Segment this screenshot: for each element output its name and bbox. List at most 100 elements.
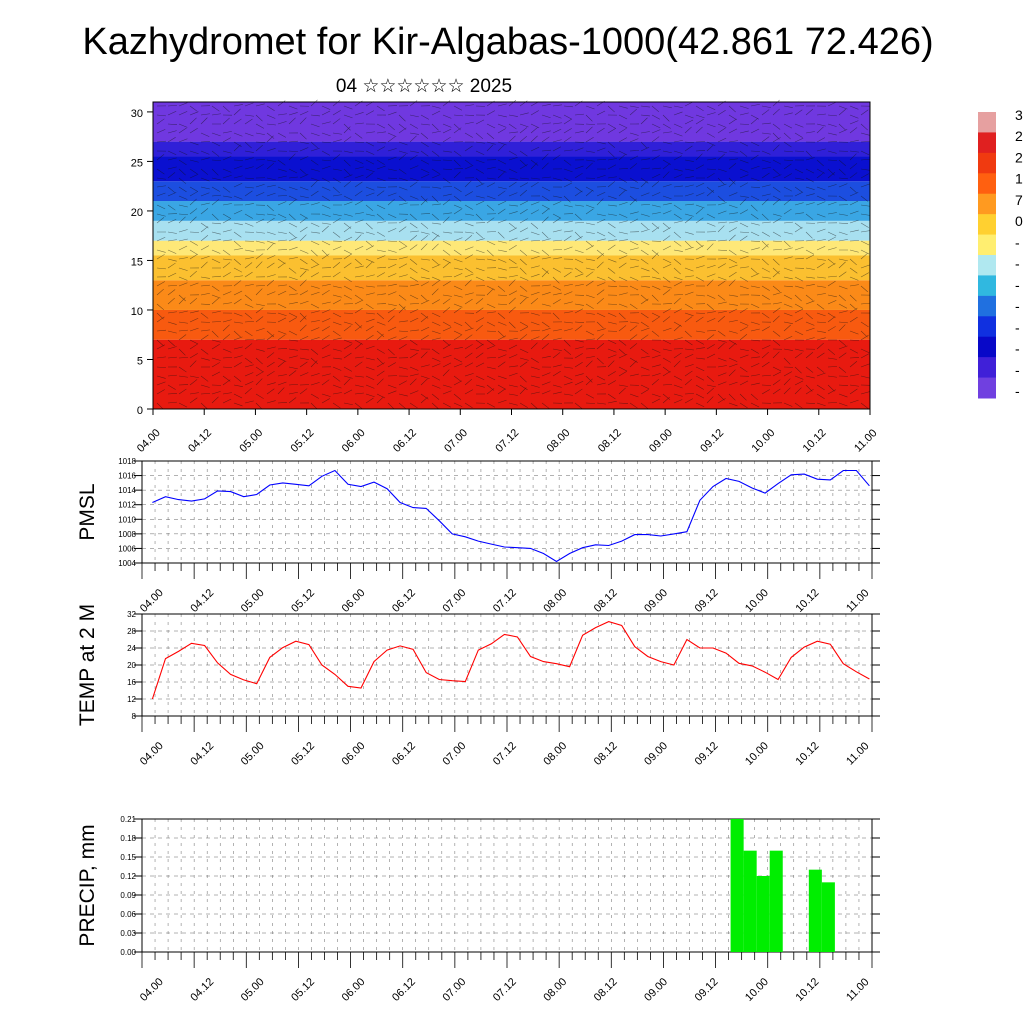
wind-barb bbox=[563, 246, 573, 251]
wind-barb bbox=[409, 150, 419, 153]
wind-barb bbox=[728, 192, 738, 197]
wind-barb bbox=[651, 155, 660, 161]
wind-barb bbox=[453, 219, 463, 224]
wind-barb bbox=[398, 114, 406, 122]
wind-barb bbox=[409, 308, 419, 314]
wind-barb bbox=[233, 195, 243, 200]
wind-barb bbox=[574, 339, 584, 343]
wind-barb bbox=[266, 388, 275, 395]
wind-barb bbox=[398, 320, 408, 323]
wind-barb bbox=[860, 141, 871, 143]
x-tick-label: 10.12 bbox=[793, 740, 821, 768]
wind-barb bbox=[673, 155, 683, 161]
wind-barb bbox=[277, 348, 287, 350]
wind-barb bbox=[409, 213, 417, 221]
x-tick-label: 06.12 bbox=[390, 587, 418, 615]
y-tick-label: 12 bbox=[127, 695, 136, 704]
wind-barb bbox=[222, 258, 232, 261]
wind-barb bbox=[420, 267, 430, 273]
wind-barb bbox=[739, 321, 749, 326]
wind-barb bbox=[255, 253, 264, 260]
wind-barb bbox=[607, 164, 617, 170]
y-tick-label: 0.12 bbox=[120, 872, 136, 881]
colorbar-label: - bbox=[1015, 298, 1020, 314]
wind-barb bbox=[574, 402, 583, 409]
wind-barb bbox=[200, 384, 210, 388]
wind-barb bbox=[684, 370, 693, 377]
y-tick-label: 0.06 bbox=[120, 910, 136, 919]
wind-barb bbox=[838, 393, 848, 398]
wind-barb bbox=[288, 168, 298, 174]
wind-barb bbox=[629, 258, 639, 261]
wind-barb bbox=[277, 402, 287, 404]
wind-barb bbox=[288, 231, 297, 238]
x-tick-label: 08.00 bbox=[541, 587, 569, 615]
wind-barb bbox=[673, 297, 681, 305]
wind-barb bbox=[541, 381, 551, 386]
wind-barb bbox=[244, 387, 252, 395]
x-tick-label: 06.00 bbox=[340, 427, 368, 455]
wind-barb bbox=[398, 263, 408, 269]
wind-barb bbox=[387, 291, 397, 296]
wind-barb bbox=[189, 173, 199, 179]
wind-barb bbox=[684, 168, 694, 171]
colorbar-swatch bbox=[978, 173, 996, 195]
wind-barb bbox=[475, 375, 485, 380]
wind-barb bbox=[860, 168, 870, 171]
wind-barb bbox=[541, 216, 549, 224]
wind-barb bbox=[519, 127, 528, 134]
wind-barb bbox=[420, 316, 429, 323]
wind-barb bbox=[706, 273, 716, 278]
wind-barb bbox=[420, 141, 429, 148]
wind-barb bbox=[530, 329, 540, 332]
wind-barb bbox=[288, 348, 298, 351]
wind-barb bbox=[563, 271, 572, 278]
colorbar-swatch bbox=[978, 295, 996, 317]
wind-barb bbox=[299, 267, 309, 271]
wind-barb bbox=[574, 273, 584, 278]
wind-barb bbox=[332, 384, 342, 389]
wind-barb bbox=[816, 285, 826, 288]
wind-barb bbox=[431, 348, 440, 355]
wind-barb bbox=[684, 339, 693, 346]
wind-barb bbox=[211, 132, 221, 137]
wind-barb bbox=[805, 239, 815, 242]
colorbar-swatch bbox=[978, 255, 996, 276]
wind-barb bbox=[200, 329, 210, 332]
wind-barb bbox=[827, 258, 836, 265]
wind-barb bbox=[486, 330, 496, 332]
wind-barb bbox=[365, 292, 375, 296]
wind-barb bbox=[750, 328, 760, 332]
wind-barb bbox=[310, 249, 318, 257]
wind-barb bbox=[816, 201, 826, 206]
wind-barb bbox=[277, 113, 287, 116]
wind-barb bbox=[574, 388, 583, 395]
wind-barb bbox=[530, 159, 539, 166]
wind-barb bbox=[629, 163, 638, 170]
wind-barb bbox=[497, 399, 507, 404]
y-tick-label: 30 bbox=[131, 108, 143, 120]
wind-barb bbox=[497, 219, 507, 224]
wind-barb bbox=[849, 186, 857, 194]
wind-barb bbox=[156, 168, 165, 175]
wind-barb bbox=[519, 285, 528, 292]
wind-barb bbox=[530, 366, 540, 370]
wind-barb bbox=[288, 370, 297, 377]
wind-barb bbox=[607, 393, 616, 400]
wind-barb bbox=[673, 258, 682, 265]
wind-barb bbox=[343, 352, 352, 359]
wind-barb bbox=[596, 289, 605, 296]
wind-barb bbox=[827, 172, 836, 179]
wind-barb bbox=[420, 114, 429, 120]
wind-barb bbox=[761, 136, 770, 143]
wind-barb bbox=[706, 353, 716, 359]
wind-barb bbox=[332, 271, 341, 278]
wind-barb bbox=[640, 158, 650, 161]
wind-barb bbox=[717, 357, 727, 362]
wind-barb bbox=[508, 168, 518, 173]
wind-barb bbox=[453, 273, 463, 278]
wind-barb bbox=[442, 159, 453, 161]
wind-barb bbox=[167, 104, 177, 107]
x-tick-label: 09.12 bbox=[698, 427, 726, 455]
